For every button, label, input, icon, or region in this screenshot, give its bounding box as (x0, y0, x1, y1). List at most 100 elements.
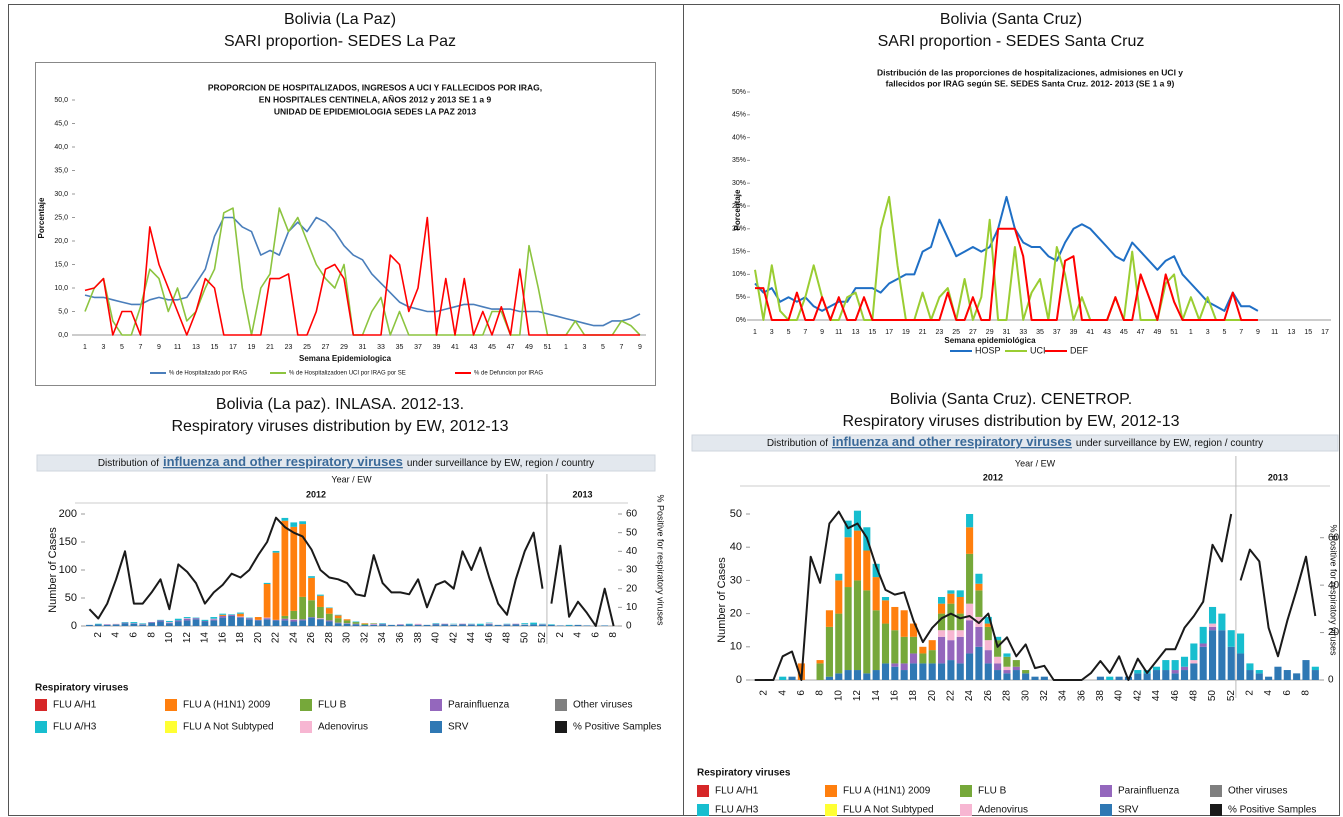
bar-segment (1003, 653, 1011, 657)
bar-segment (844, 537, 852, 588)
bar-segment (816, 660, 824, 664)
bar-segment (503, 624, 511, 626)
x-tick-label: 22 (271, 632, 282, 644)
bar-segment (272, 552, 280, 620)
legend-swatch (825, 785, 837, 797)
bar-segment (272, 619, 280, 621)
x-tick-label: 4 (111, 632, 122, 638)
legend-swatch (35, 699, 47, 711)
y-tick-label: 40,0 (54, 144, 68, 151)
bar-segment (237, 613, 244, 617)
bar-segment (432, 624, 440, 626)
legend-label: Other viruses (1228, 786, 1287, 797)
legend-label: DEF (1070, 345, 1089, 355)
x-tick-label: 4 (1263, 690, 1274, 696)
banner (691, 434, 1339, 452)
bar-segment (975, 646, 983, 680)
bar-segment (539, 624, 546, 626)
bar-segment (281, 517, 289, 521)
bar-segment (219, 615, 227, 618)
legend-swatch (1210, 785, 1222, 797)
bar-segment (539, 623, 546, 625)
bar-segment (1152, 670, 1161, 680)
bar-segment (966, 553, 974, 604)
panel-heading: Bolivia (La paz). INLASA. 2012-13. (216, 396, 464, 413)
bar-segment (334, 623, 342, 626)
bar-segment (1171, 660, 1179, 671)
bar-segment (405, 624, 413, 626)
y-tick-label: 0% (736, 317, 746, 324)
bar-segment (361, 624, 369, 626)
x-tick-label: 37 (1053, 329, 1061, 336)
bar-segment (210, 620, 218, 626)
bar-segment (994, 640, 1002, 657)
x-tick-label: 3 (102, 344, 106, 351)
bar-segment (1152, 666, 1161, 671)
bar-segment (853, 580, 862, 671)
x-tick-label: 46 (484, 632, 495, 644)
bar-segment (299, 524, 307, 597)
x-tick-label: 48 (502, 632, 513, 644)
bar-segment (325, 621, 333, 626)
bar-segment (192, 618, 200, 620)
x-tick-label: 15 (868, 329, 876, 336)
legend-swatch (697, 785, 709, 797)
bar-segment (468, 623, 475, 625)
x-tick-label: 28 (324, 632, 335, 644)
x-tick-label: 44 (1151, 690, 1162, 702)
x-tick-label: 4 (777, 690, 788, 696)
bar-segment (494, 624, 502, 626)
bar-segment (468, 624, 475, 625)
panel-heading: Respiratory viruses distribution by EW, … (171, 418, 508, 435)
bar-segment (450, 624, 458, 626)
x-tick-label: 43 (470, 344, 478, 351)
bar-segment (432, 623, 440, 625)
bar-segment (938, 613, 946, 631)
x-tick-label: 50 (1207, 690, 1218, 702)
x-tick-label: 42 (448, 632, 459, 644)
bar-segment (183, 620, 191, 626)
y-tick-label: 0,0 (58, 332, 68, 339)
bar-segment (556, 625, 564, 626)
legend-label: FLU A (H1N1) 2009 (843, 786, 931, 797)
bar-segment (984, 663, 992, 680)
bar-segment (157, 620, 164, 622)
legend-label: FLU B (978, 786, 1007, 797)
x-axis-title: Semana epidemiológica (944, 336, 1036, 345)
x-tick-label: 26 (306, 632, 317, 644)
chart-title: EN HOSPITALES CENTINELA, AÑOS 2012 y 201… (259, 94, 492, 104)
bar-segment (210, 618, 218, 620)
series-line (84, 216, 641, 327)
bar-segment (308, 617, 315, 626)
bar-segment (938, 603, 946, 614)
bar-segment (201, 621, 209, 626)
bar-segment (984, 623, 992, 627)
y-tick-label: 50 (730, 508, 742, 520)
x-tick-label: 50 (519, 632, 530, 644)
bar-segment (130, 622, 138, 624)
legend-label: UCI (1030, 345, 1046, 355)
bar-segment (299, 619, 307, 621)
x-tick-label: 13 (1288, 329, 1296, 336)
y-axis-title: Porcentaje (733, 189, 742, 230)
x-tick-label: 19 (248, 344, 256, 351)
x-tick-label: 11 (1271, 329, 1278, 336)
bar-segment (1134, 670, 1142, 674)
bar-segment (414, 624, 422, 626)
x-tick-label: 26 (983, 690, 994, 702)
bar-segment (148, 622, 156, 626)
y2-tick-label: 0 (626, 621, 632, 632)
bar-segment (1246, 670, 1254, 680)
bar-segment (853, 530, 862, 581)
bar-segment (121, 622, 129, 623)
panel-heading: Bolivia (La Paz) (284, 11, 396, 28)
bar-segment (956, 663, 964, 680)
bar-segment (299, 521, 307, 525)
bar-segment (583, 625, 591, 626)
banner-part: under surveillance by EW, region / count… (407, 458, 594, 469)
y-tick-label: 20 (730, 608, 742, 620)
bar-segment (863, 550, 871, 591)
chart-title: UNIDAD DE EPIDEMIOLOGIA SEDES LA PAZ 201… (274, 106, 477, 116)
bar-segment (938, 630, 946, 637)
bar-segment (308, 600, 315, 618)
